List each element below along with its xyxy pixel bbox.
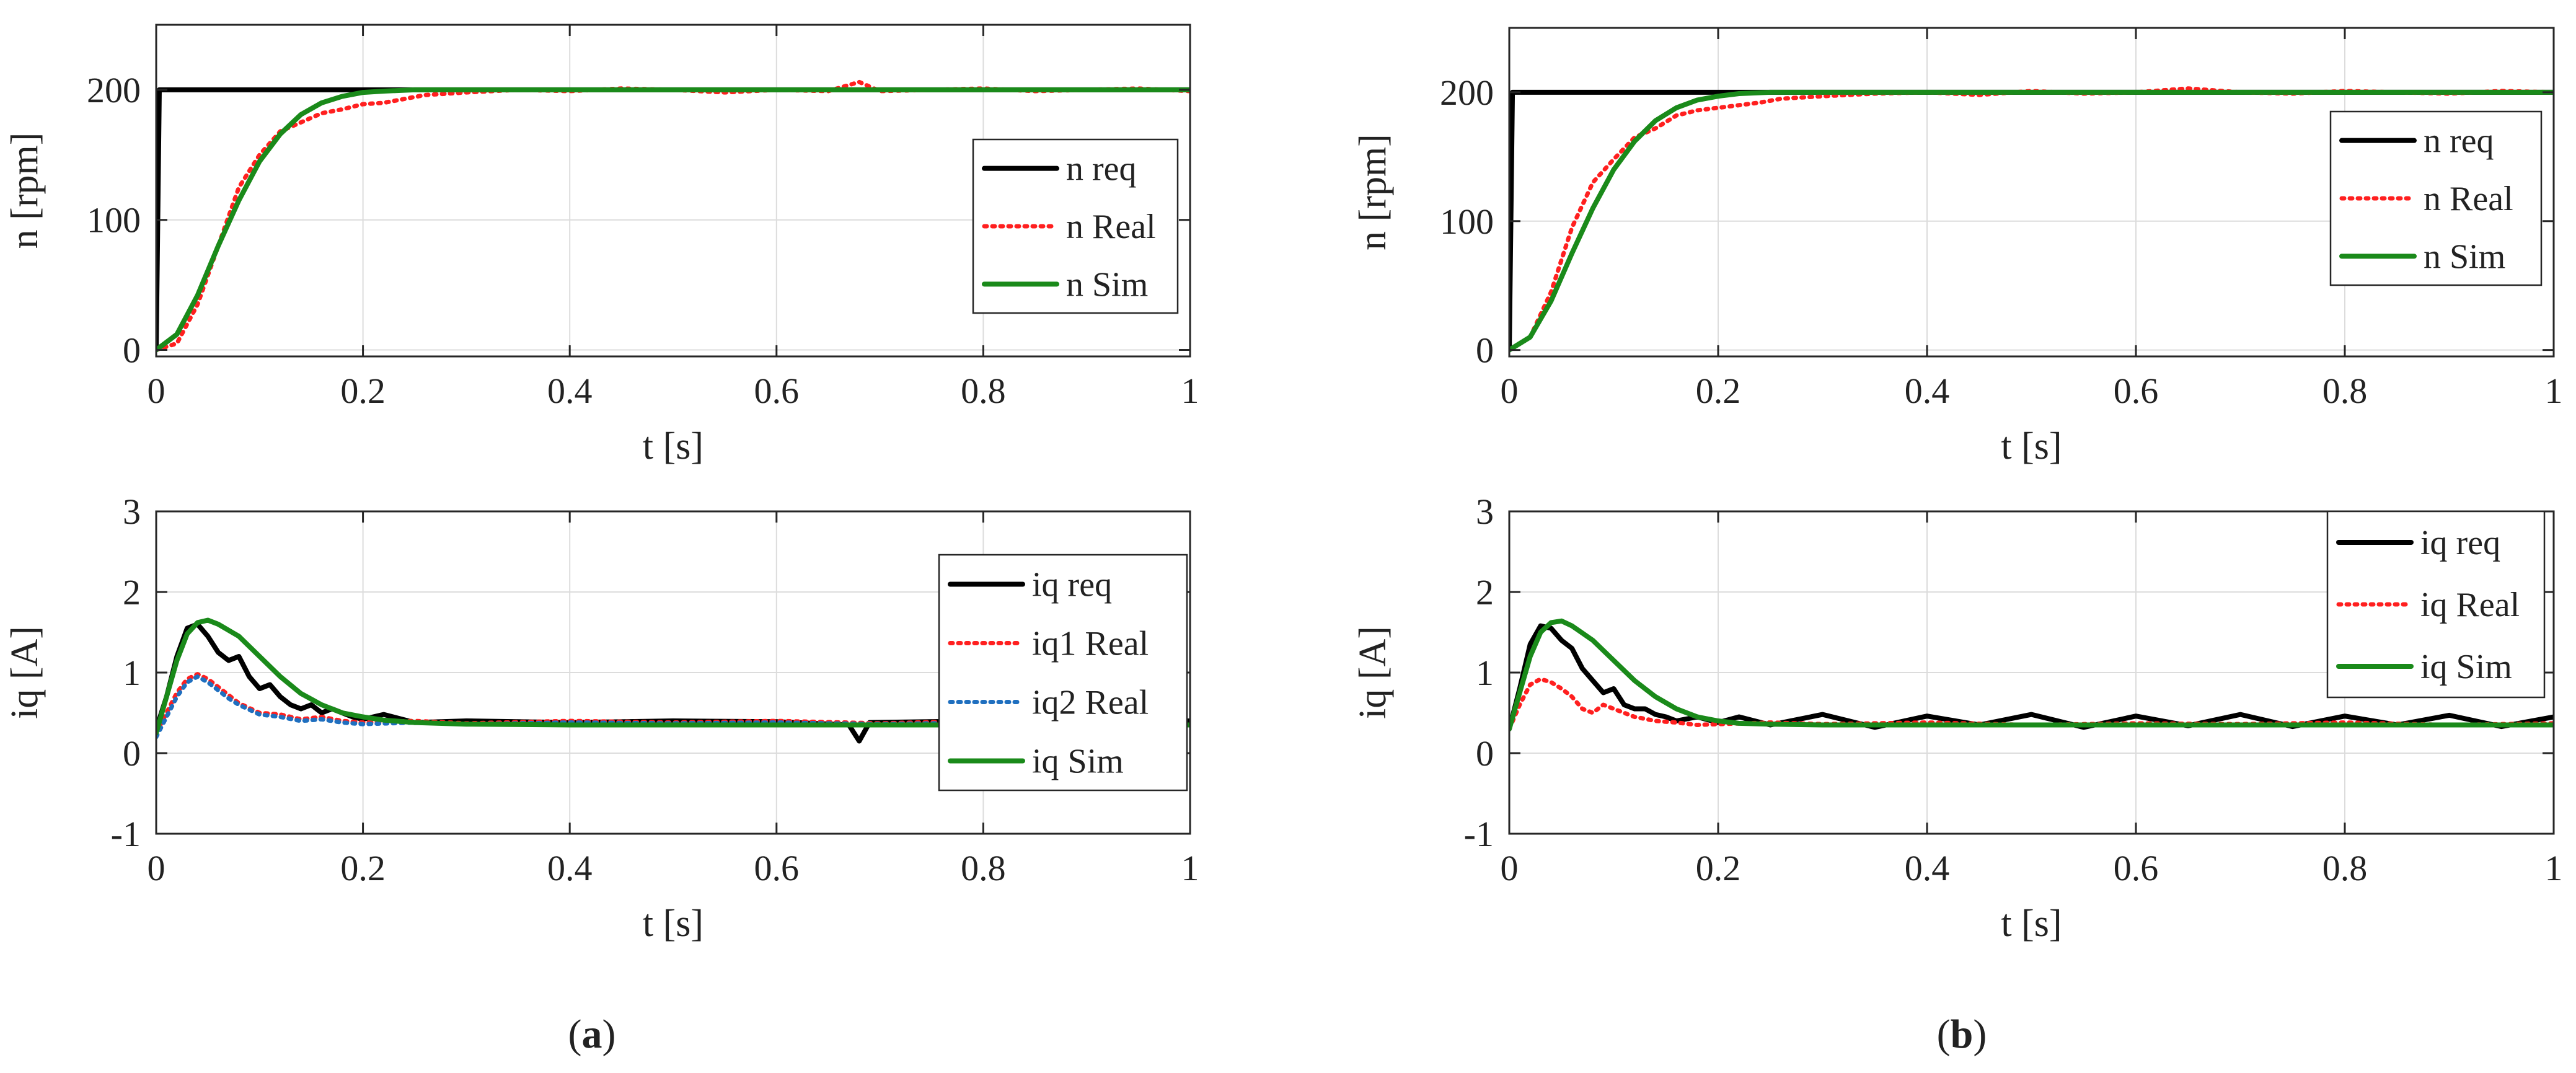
legend-label: n Real xyxy=(2424,180,2513,218)
legend: iq req iq Real iq Sim xyxy=(2326,510,2546,699)
legend-label: n req xyxy=(1066,150,1137,188)
series-group xyxy=(1509,618,2554,731)
y-axis-label: n [rpm] xyxy=(1352,134,1394,250)
x-tick-label: 1 xyxy=(1181,371,1199,411)
y-tick-label: 0 xyxy=(123,733,141,774)
legend-label: iq Sim xyxy=(1032,743,1124,781)
legend-label: iq1 Real xyxy=(1032,625,1149,663)
y-tick-label: 3 xyxy=(123,492,141,532)
legend-label: n Real xyxy=(1066,208,1156,246)
y-axis-label: n [rpm] xyxy=(4,133,46,249)
legend-label: n Sim xyxy=(1066,265,1148,304)
legend-label: iq req xyxy=(2420,524,2500,562)
y-tick-label: 1 xyxy=(1476,653,1494,693)
x-tick-label: 0.6 xyxy=(2114,371,2159,411)
legend: iq req iq1 Real iq2 Real iq Sim xyxy=(938,554,1188,792)
x-tick-label: 0.2 xyxy=(1696,848,1741,888)
x-tick-label: 0.4 xyxy=(547,848,593,888)
x-axis-label: t [s] xyxy=(643,903,704,945)
y-tick-label: 2 xyxy=(123,572,141,612)
y-tick-label: 0 xyxy=(1476,330,1494,371)
legend-label: iq Real xyxy=(2420,586,2520,624)
x-tick-label: 0 xyxy=(148,371,165,411)
y-tick-label: 100 xyxy=(87,200,141,241)
x-tick-label: 0.4 xyxy=(547,371,593,411)
x-tick-label: 0.4 xyxy=(1905,371,1950,411)
y-tick-label: 200 xyxy=(1440,73,1494,113)
x-tick-label: 1 xyxy=(2545,848,2563,888)
x-tick-label: 1 xyxy=(1181,848,1199,888)
y-tick-label: 3 xyxy=(1476,492,1494,532)
x-tick-label: 0.2 xyxy=(1696,371,1741,411)
series-line-n-sim xyxy=(1509,89,2554,353)
legend-label: n Sim xyxy=(2424,237,2505,276)
x-tick-label: 0 xyxy=(1501,848,1519,888)
y-tick-label: 1 xyxy=(123,653,141,693)
y-tick-label: 200 xyxy=(87,70,141,110)
series-line-iq-sim xyxy=(1509,618,2554,731)
x-tick-label: 0.8 xyxy=(2322,848,2368,888)
y-tick-label: 0 xyxy=(123,330,141,371)
axes-frame xyxy=(155,24,1191,358)
legend-box xyxy=(938,554,1188,792)
legend: n req n Real n Sim xyxy=(2329,110,2543,286)
x-tick-label: 0.8 xyxy=(2322,371,2368,411)
y-tick-label: -1 xyxy=(1464,814,1494,854)
x-tick-label: 0.2 xyxy=(340,371,386,411)
x-axis-label: t [s] xyxy=(643,425,704,467)
y-tick-label: 0 xyxy=(1476,733,1494,774)
x-tick-label: 0.8 xyxy=(961,371,1006,411)
x-tick-label: 0.2 xyxy=(340,848,386,888)
y-tick-label: 2 xyxy=(1476,572,1494,612)
x-tick-label: 1 xyxy=(2545,371,2563,411)
x-tick-label: 0 xyxy=(148,848,165,888)
y-axis-label: iq [A] xyxy=(4,626,46,719)
x-tick-label: 0.8 xyxy=(961,848,1006,888)
x-tick-label: 0.6 xyxy=(754,848,800,888)
legend-label: iq2 Real xyxy=(1032,684,1149,722)
x-tick-label: 0.6 xyxy=(2114,848,2159,888)
panel-caption-b: (b) xyxy=(1937,1012,1987,1057)
x-tick-label: 0.4 xyxy=(1905,848,1950,888)
x-tick-label: 0 xyxy=(1501,371,1519,411)
y-axis-label: iq [A] xyxy=(1352,626,1394,719)
legend-label: n req xyxy=(2424,122,2494,161)
legend-label: iq req xyxy=(1032,566,1112,604)
legend: n req n Real n Sim xyxy=(972,138,1179,314)
x-axis-label: t [s] xyxy=(2001,903,2062,945)
y-tick-label: -1 xyxy=(111,814,141,854)
series-line-iq1-real xyxy=(156,672,1190,735)
y-tick-label: 100 xyxy=(1440,201,1494,242)
legend-label: iq Sim xyxy=(2420,648,2512,686)
x-axis-label: t [s] xyxy=(2001,425,2062,467)
x-tick-label: 0.6 xyxy=(754,371,800,411)
series-line-n-sim xyxy=(156,87,1190,353)
panel-caption-a: (a) xyxy=(568,1012,616,1057)
axes-frame xyxy=(1508,27,2555,358)
series-group xyxy=(156,617,1190,744)
series-line-iq-sim xyxy=(156,617,1190,736)
